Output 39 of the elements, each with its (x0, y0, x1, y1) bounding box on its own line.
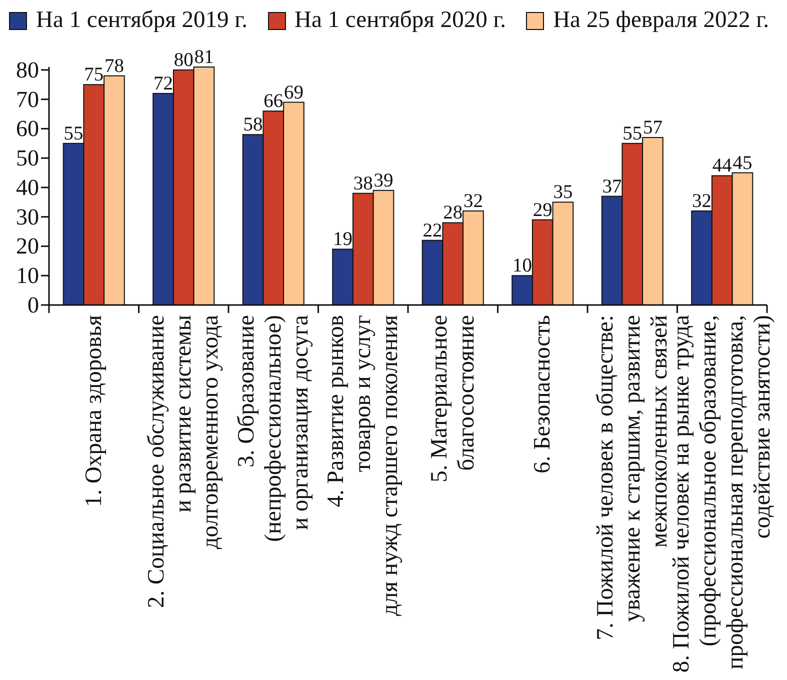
data-label: 28 (443, 202, 463, 224)
data-label: 38 (353, 173, 373, 194)
data-label: 81 (194, 47, 214, 68)
data-label: 72 (154, 73, 174, 94)
y-tick-label: 30 (16, 204, 39, 230)
y-tick-label: 80 (16, 57, 39, 82)
legend-label: На 1 сентября 2019 г. (36, 7, 248, 34)
data-label: 55 (64, 123, 84, 144)
data-label: 58 (243, 114, 263, 136)
data-label: 55 (622, 123, 642, 144)
data-label: 69 (284, 82, 304, 104)
data-label: 78 (104, 56, 124, 77)
data-label: 29 (532, 200, 552, 221)
legend-label: На 1 сентября 2020 г. (294, 7, 506, 34)
data-label: 45 (732, 152, 752, 174)
data-label: 39 (374, 170, 394, 192)
data-label: 10 (512, 256, 532, 277)
data-label: 19 (333, 229, 353, 250)
data-label: 32 (692, 190, 712, 212)
y-tick-label: 20 (16, 234, 39, 259)
y-tick-label: 40 (16, 174, 39, 200)
data-label: 57 (642, 118, 663, 139)
data-label: 37 (602, 176, 622, 198)
y-tick-label: 70 (16, 86, 39, 112)
data-label: 75 (84, 64, 104, 86)
y-tick-label: 0 (28, 292, 39, 318)
x-tick-label: 1. Охрана здоровья (80, 314, 107, 507)
y-tick-label: 60 (16, 116, 39, 142)
data-label: 32 (463, 190, 483, 212)
legend-label: На 25 февраля 2022 г. (553, 7, 770, 34)
data-label: 80 (174, 50, 194, 71)
data-label: 66 (264, 91, 284, 112)
y-tick-label: 50 (16, 146, 39, 171)
y-tick-label: 10 (16, 263, 39, 288)
data-label: 35 (553, 182, 573, 204)
x-tick-label: 6. Безопасность (530, 315, 556, 474)
data-label: 22 (422, 220, 442, 242)
data-label: 44 (712, 156, 732, 177)
x-tick-label: 2. Социальное обслуживание и развитие системы долговременного ухода (144, 314, 224, 608)
